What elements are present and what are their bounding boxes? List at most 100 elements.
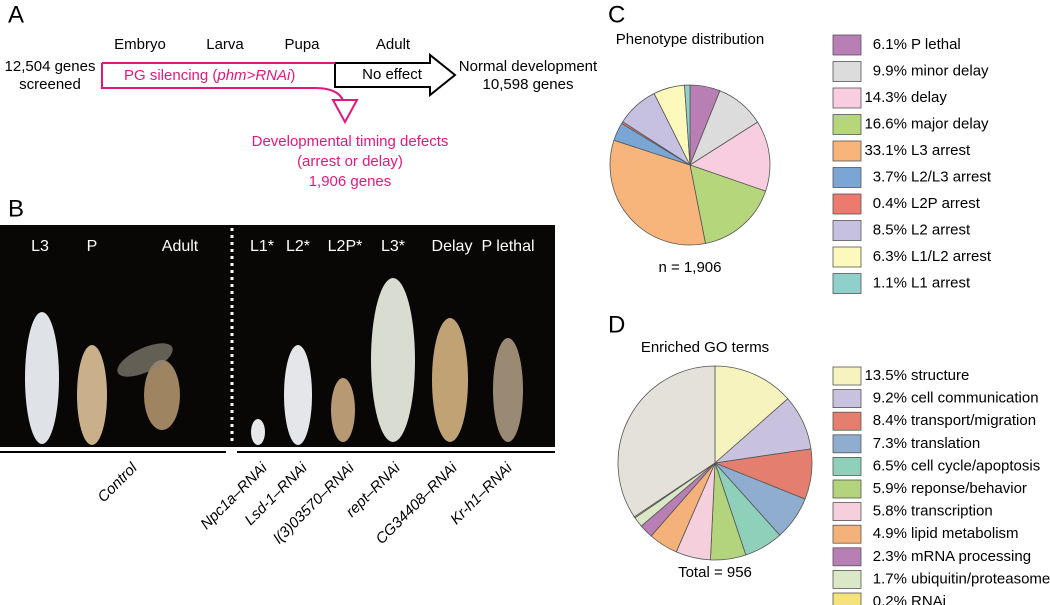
stage-label: Delay bbox=[432, 238, 473, 255]
no-effect: No effect bbox=[362, 66, 423, 83]
legend-swatch bbox=[832, 193, 862, 215]
legend-label: mRNA processing bbox=[911, 548, 1031, 565]
defects: 1,906 genes bbox=[309, 173, 392, 190]
legend-swatch bbox=[832, 34, 862, 56]
panel-label: B bbox=[8, 195, 24, 222]
legend-swatch bbox=[832, 434, 862, 454]
legend-value: 6.1% bbox=[873, 36, 907, 53]
legend-value: 14.3% bbox=[864, 89, 907, 106]
legend-swatch bbox=[832, 570, 862, 589]
legend-label: translation bbox=[911, 435, 980, 452]
legend-swatch bbox=[832, 456, 862, 476]
legend-swatch bbox=[832, 479, 862, 499]
legend-label: lipid metabolism bbox=[911, 525, 1019, 542]
legend-label: minor delay bbox=[911, 62, 989, 79]
legend-label: transcription bbox=[911, 503, 993, 520]
legend-swatch bbox=[832, 87, 862, 109]
legend-value: 6.3% bbox=[873, 248, 907, 265]
chart-title: Enriched GO terms bbox=[641, 339, 769, 356]
legend-value: 2.3% bbox=[873, 548, 907, 565]
legend-swatch bbox=[832, 547, 862, 567]
legend-value: 16.6% bbox=[864, 115, 907, 132]
defects: (arrest or delay) bbox=[297, 153, 403, 170]
normal: Normal development bbox=[459, 58, 598, 75]
legend-swatch bbox=[832, 140, 862, 162]
legend-value: 9.2% bbox=[873, 390, 907, 407]
legend-label: L2 arrest bbox=[911, 221, 971, 238]
stage-label: P bbox=[87, 238, 98, 255]
legend-swatch bbox=[832, 524, 862, 544]
legend-value: 5.9% bbox=[873, 480, 907, 497]
panel-label: D bbox=[608, 311, 625, 338]
legend-value: 1.1% bbox=[873, 274, 907, 291]
pie-slice bbox=[689, 164, 767, 244]
legend-value: 4.9% bbox=[873, 525, 907, 542]
screened: 12,504 genes bbox=[5, 58, 96, 75]
pie-slice bbox=[689, 121, 771, 192]
stage-label: L3 bbox=[31, 238, 49, 255]
defects: Developmental timing defects bbox=[252, 133, 449, 150]
silencing: PG silencing (phm>RNAi) bbox=[124, 67, 295, 84]
chart-title: Phenotype distribution bbox=[616, 31, 764, 48]
legend-value: 0.2% bbox=[873, 593, 907, 605]
legend-swatch bbox=[832, 246, 862, 268]
chart-note: n = 1,906 bbox=[659, 259, 722, 276]
legend-value: 1.7% bbox=[873, 570, 907, 587]
legend-value: 5.8% bbox=[873, 503, 907, 520]
panel-label: C bbox=[608, 1, 625, 28]
normal: 10,598 genes bbox=[483, 76, 574, 93]
legend-label: L1 arrest bbox=[911, 274, 971, 291]
stage: Pupa bbox=[284, 36, 320, 53]
stage: Embryo bbox=[114, 36, 166, 53]
legend-label: transport/migration bbox=[911, 412, 1036, 429]
legend-label: reponse/behavior bbox=[911, 480, 1027, 497]
legend-label: cell communication bbox=[911, 390, 1039, 407]
stage-label: L3* bbox=[381, 238, 405, 255]
legend-value: 8.5% bbox=[873, 221, 907, 238]
stage-label: L1* bbox=[250, 238, 274, 255]
legend-swatch bbox=[832, 366, 862, 386]
stage-label: L2* bbox=[286, 238, 310, 255]
legend-label: ubiquitin/proteasome bbox=[911, 570, 1050, 587]
pie-slice bbox=[617, 365, 716, 518]
legend-value: 13.5% bbox=[864, 367, 907, 384]
panel-label: A bbox=[8, 1, 24, 28]
legend-value: 6.5% bbox=[873, 457, 907, 474]
stage: Larva bbox=[206, 36, 244, 53]
legend-label: L3 arrest bbox=[911, 142, 971, 159]
specimens bbox=[25, 278, 523, 445]
legend-label: major delay bbox=[911, 115, 989, 132]
legend-swatch bbox=[832, 592, 862, 605]
arrow-head bbox=[331, 99, 359, 125]
stage-label: P lethal bbox=[481, 238, 534, 255]
legend-swatch bbox=[832, 167, 862, 188]
legend-value: 7.3% bbox=[873, 435, 907, 452]
legend-label: L1/L2 arrest bbox=[911, 248, 992, 265]
stage-label: L2P* bbox=[328, 238, 363, 255]
genotype-label: Control bbox=[94, 459, 141, 506]
stage: Adult bbox=[376, 36, 411, 53]
stage-label: Adult bbox=[162, 238, 199, 255]
legend-label: cell cycle/apoptosis bbox=[911, 457, 1040, 474]
legend-label: L2/L3 arrest bbox=[911, 168, 992, 185]
legend-swatch bbox=[832, 273, 862, 294]
legend-label: P lethal bbox=[911, 36, 961, 53]
legend-swatch bbox=[832, 502, 862, 522]
screened: screened bbox=[19, 76, 81, 93]
legend-value: 3.7% bbox=[873, 168, 907, 185]
genotype-label: l(3)03570–RNAi bbox=[270, 459, 358, 547]
arrow-no-effect bbox=[334, 52, 457, 98]
chart-note: Total = 956 bbox=[678, 564, 752, 581]
legend-swatch bbox=[832, 61, 862, 82]
legend-swatch bbox=[832, 114, 862, 135]
legend-swatch bbox=[832, 411, 862, 431]
legend-label: RNAi bbox=[911, 593, 946, 605]
legend-label: delay bbox=[911, 89, 947, 106]
pie-slice bbox=[609, 139, 706, 246]
legend-value: 0.4% bbox=[873, 195, 907, 212]
legend-swatch bbox=[832, 220, 862, 241]
legend-value: 9.9% bbox=[873, 62, 907, 79]
legend-label: L2P arrest bbox=[911, 195, 981, 212]
pie-slice bbox=[684, 84, 691, 166]
